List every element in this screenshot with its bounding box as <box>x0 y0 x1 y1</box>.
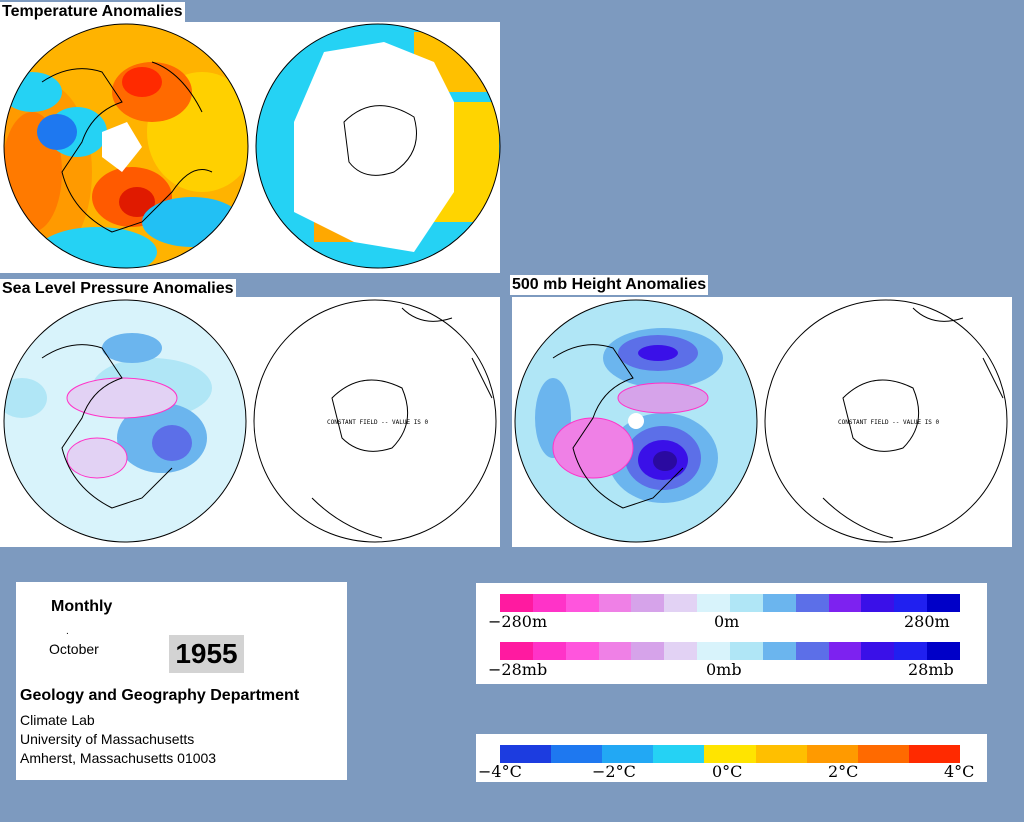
temp-label-neg2: −2°C <box>592 762 636 781</box>
pressure-scale-swatch <box>664 642 698 660</box>
pressure-scale-swatch <box>598 642 632 660</box>
temperature-anomalies-title: Temperature Anomalies <box>0 2 185 22</box>
pressure-scale-swatch <box>861 642 895 660</box>
height-scale-swatch <box>565 594 599 612</box>
height-scale-swatch <box>631 594 665 612</box>
pressure-color-scale <box>500 642 961 660</box>
pressure-scale-swatch <box>828 642 862 660</box>
pressure-scale-swatch <box>631 642 665 660</box>
height-scale-swatch <box>795 594 829 612</box>
temp-scale-swatch <box>908 745 960 763</box>
temp-scale-swatch <box>806 745 858 763</box>
height-scale-swatch <box>861 594 895 612</box>
slp-anomalies-title: Sea Level Pressure Anomalies <box>0 279 236 299</box>
pressure-scale-swatch <box>730 642 763 660</box>
height-mid-label: 0m <box>714 612 740 631</box>
pressure-max-label: 28mb <box>908 660 954 679</box>
height-scale-swatch <box>762 594 796 612</box>
temperature-north-hemisphere-map <box>2 22 250 270</box>
pressure-scale-swatch <box>927 642 961 660</box>
height-constant-field-note: CONSTANT FIELD -- VALUE IS 0 <box>838 419 940 426</box>
height-scale-swatch <box>598 594 632 612</box>
slp-constant-field-note: CONSTANT FIELD -- VALUE IS 0 <box>327 419 429 426</box>
height-scale-swatch <box>500 594 533 612</box>
pressure-scale-swatch <box>795 642 829 660</box>
height-scale-swatch <box>894 594 928 612</box>
pressure-scale-swatch <box>500 642 533 660</box>
pressure-scale-swatch <box>697 642 731 660</box>
slp-south-hemisphere-map: CONSTANT FIELD -- VALUE IS 0 <box>252 298 498 544</box>
university-label: University of Massachusetts <box>20 731 195 747</box>
info-box: Monthly . October 1955 Geology and Geogr… <box>16 582 347 780</box>
height-scale-swatch <box>664 594 698 612</box>
temp-scale-swatch <box>755 745 807 763</box>
pressure-min-label: −28mb <box>488 660 548 679</box>
month-label: October <box>49 641 99 657</box>
anomaly-legend-box: −280m 0m 280m −28mb 0mb 28mb <box>476 583 987 684</box>
pressure-scale-swatch <box>565 642 599 660</box>
height-scale-swatch <box>730 594 763 612</box>
pressure-mid-label: 0mb <box>706 660 742 679</box>
temp-scale-swatch <box>653 745 705 763</box>
dot-mark: . <box>66 626 69 637</box>
temp-scale-swatch <box>602 745 654 763</box>
pressure-scale-swatch <box>532 642 566 660</box>
height-min-label: −280m <box>488 612 548 631</box>
temp-scale-swatch <box>857 745 909 763</box>
height-scale-swatch <box>927 594 961 612</box>
department-label: Geology and Geography Department <box>20 687 300 704</box>
slp-north-hemisphere-map <box>2 298 248 544</box>
height-scale-swatch <box>697 594 731 612</box>
height-max-label: 280m <box>904 612 950 631</box>
temp-label-neg4: −4°C <box>478 762 522 781</box>
temp-label-2: 2°C <box>828 762 859 781</box>
temp-scale-swatch <box>704 745 756 763</box>
temp-scale-swatch <box>551 745 603 763</box>
height-color-scale <box>500 594 961 612</box>
lab-label: Climate Lab <box>20 712 95 728</box>
temperature-south-hemisphere-map <box>254 22 502 270</box>
address-label: Amherst, Massachusetts 01003 <box>20 750 217 766</box>
height-anomalies-title: 500 mb Height Anomalies <box>510 275 709 295</box>
height-scale-swatch <box>532 594 566 612</box>
height-south-hemisphere-map: CONSTANT FIELD -- VALUE IS 0 <box>763 298 1009 544</box>
temp-label-4: 4°C <box>944 762 975 781</box>
pressure-scale-swatch <box>762 642 796 660</box>
height-scale-swatch <box>828 594 862 612</box>
temp-scale-swatch <box>500 745 552 763</box>
year-label: 1955 <box>169 635 244 673</box>
height-north-hemisphere-map <box>513 298 759 544</box>
temperature-legend-box: −4°C −2°C 0°C 2°C 4°C <box>476 734 987 782</box>
pressure-scale-swatch <box>894 642 928 660</box>
period-label: Monthly <box>51 598 113 615</box>
temperature-color-scale <box>500 745 960 763</box>
temp-label-0: 0°C <box>712 762 743 781</box>
